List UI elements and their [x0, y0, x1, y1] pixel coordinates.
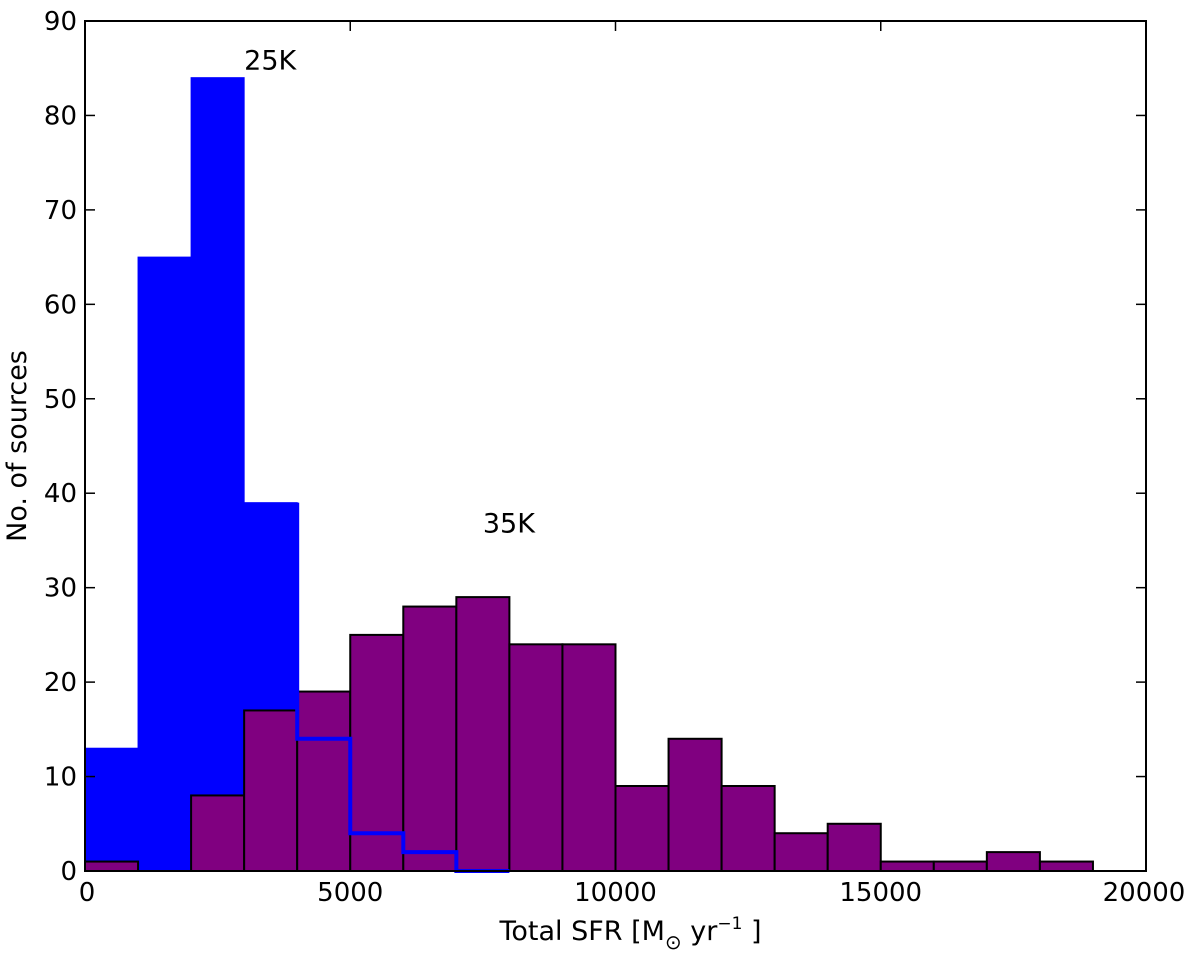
y-tick-label: 20	[44, 668, 77, 698]
bar-35k	[561, 643, 617, 872]
y-tick-label: 10	[44, 763, 77, 793]
y-tick-label: 40	[44, 479, 77, 509]
y-tick-label: 80	[44, 101, 77, 131]
bar-25k	[190, 77, 245, 872]
x-tick-label: 5000	[317, 878, 383, 908]
x-label-superscript: −1	[717, 914, 742, 934]
bar-25k	[84, 747, 139, 872]
x-axis-label: Total SFR [M⊙ yr−1 ]	[498, 914, 761, 954]
y-tick-label: 0	[60, 857, 77, 887]
bar-35k	[190, 794, 246, 873]
y-tick-label: 70	[44, 196, 77, 226]
bar-35k	[349, 633, 405, 873]
x-tick-label: 15000	[839, 878, 922, 908]
bar-35k	[667, 737, 723, 872]
bar-35k	[720, 785, 776, 872]
series-annotation: 25K	[244, 46, 297, 77]
y-tick-label: 60	[44, 290, 77, 320]
bar-25k	[137, 256, 192, 872]
x-label-mid: yr	[682, 916, 719, 947]
y-tick-label: 90	[44, 7, 77, 37]
bar-35k	[84, 860, 140, 872]
bar-35k	[455, 596, 511, 872]
bar-35k	[508, 643, 564, 872]
x-label-base: Total SFR [M	[498, 916, 664, 947]
series-annotation: 35K	[483, 508, 536, 539]
bar-35k	[243, 709, 299, 873]
y-axis-label: No. of sources	[2, 350, 33, 542]
x-tick-label: 20000	[1103, 878, 1186, 908]
bar-35k	[932, 860, 988, 872]
x-tick-label: 10000	[574, 878, 657, 908]
y-tick-label: 50	[44, 385, 77, 415]
x-label-end: ]	[742, 916, 761, 947]
bar-35k	[773, 832, 829, 873]
step-outline-25k	[295, 502, 510, 873]
bars-layer	[84, 77, 1094, 873]
bar-35k	[1038, 860, 1094, 872]
bar-35k	[879, 860, 935, 872]
bar-35k	[826, 822, 882, 872]
bar-35k	[614, 785, 670, 872]
x-tick-label: 0	[79, 878, 96, 908]
bar-35k	[985, 851, 1041, 872]
bar-35k	[296, 690, 352, 872]
bar-35k	[402, 605, 458, 872]
labels-layer: 0 5000 10000 15000 20000 0 10 20 30 40 50 60 70 80 90 N…	[2, 7, 1185, 954]
plot-frame	[84, 20, 1147, 872]
y-tick-label: 30	[44, 574, 77, 604]
x-label-subscript: ⊙	[665, 930, 682, 954]
